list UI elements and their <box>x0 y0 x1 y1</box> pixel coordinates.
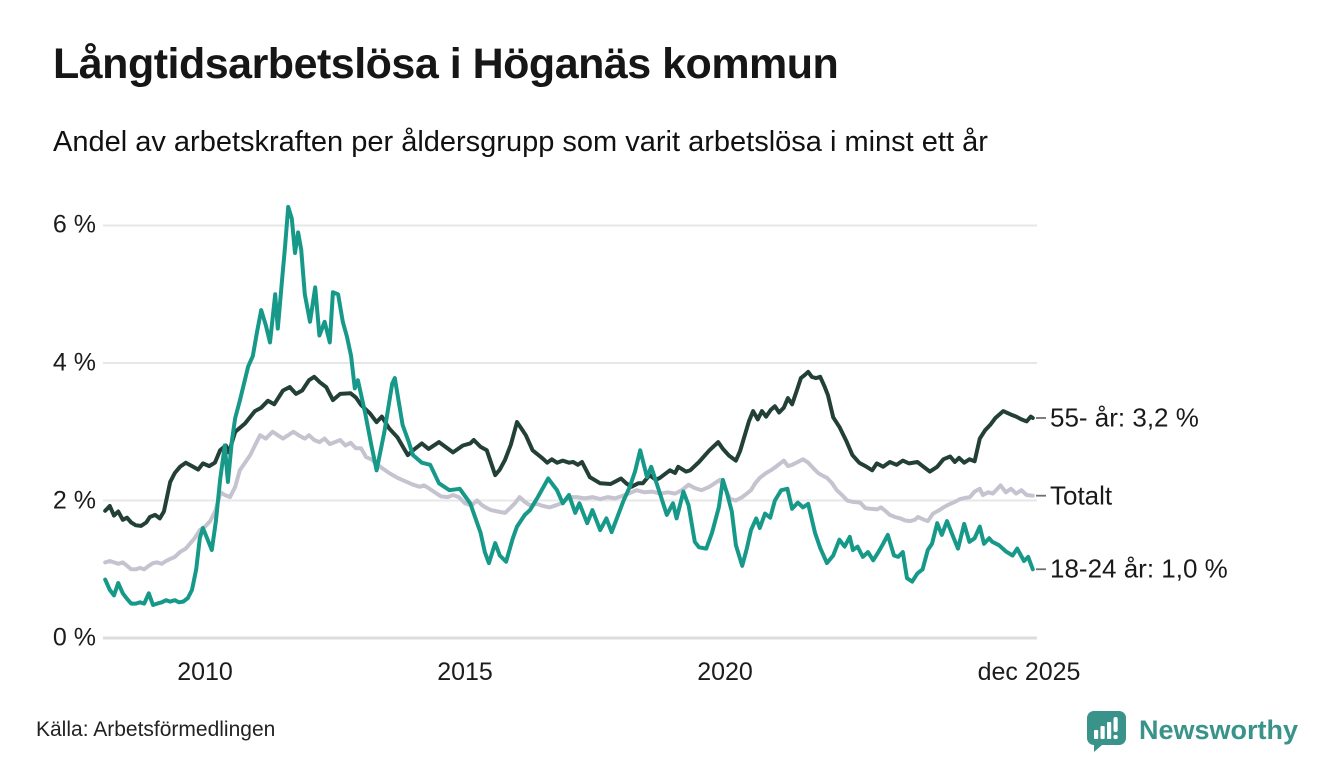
end-label-55-plus: 55- år: 3,2 % <box>1050 402 1199 433</box>
series-line-55-plus <box>103 369 1035 528</box>
end-label-18-24: 18-24 år: 1,0 % <box>1050 553 1228 584</box>
y-tick-4: 4 % <box>52 348 96 377</box>
newsworthy-logo: Newsworthy <box>1085 708 1298 752</box>
y-tick-0: 0 % <box>52 623 96 652</box>
y-tick-2: 2 % <box>52 486 96 515</box>
y-tick-6: 6 % <box>52 210 96 239</box>
page-title: Långtidsarbetslösa i Höganäs kommun <box>53 40 839 88</box>
x-tick-2020: 2020 <box>697 658 753 686</box>
newsworthy-wordmark: Newsworthy <box>1138 714 1298 745</box>
x-tick-2015: 2015 <box>437 658 493 686</box>
x-tick-2010: 2010 <box>177 658 233 686</box>
series-line-18-24 <box>103 204 1035 607</box>
series-line-totalt <box>103 429 1035 572</box>
chart-subtitle: Andel av arbetskraften per åldersgrupp s… <box>53 126 988 158</box>
source-note: Källa: Arbetsförmedlingen <box>36 718 276 741</box>
x-tick-dec-2025: dec 2025 <box>977 658 1081 686</box>
newsworthy-speech-bubble-icon <box>1086 710 1126 752</box>
end-label-totalt: Totalt <box>1050 480 1113 511</box>
